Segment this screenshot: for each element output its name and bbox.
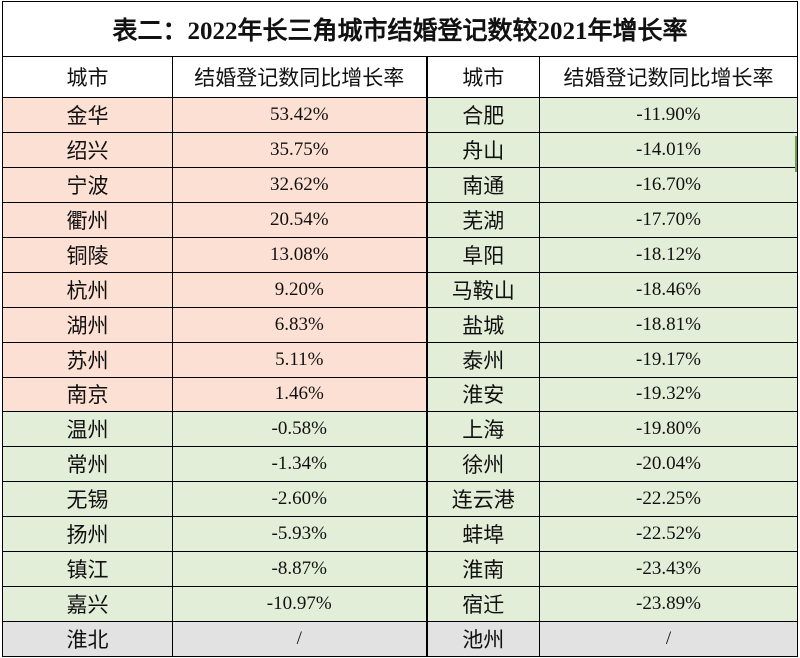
- rate-cell-left: -5.93%: [172, 516, 427, 553]
- rate-cell-left: 20.54%: [172, 201, 427, 238]
- city-cell-right: 泰州: [425, 341, 540, 378]
- rate-cell-left: 6.83%: [172, 306, 427, 343]
- city-cell-left: 苏州: [2, 341, 173, 378]
- rate-cell-left: 53.42%: [172, 97, 427, 133]
- rate-cell-right: -20.04%: [538, 446, 799, 483]
- rate-cell-right: -14.01%: [538, 131, 799, 168]
- rate-cell-right: -11.90%: [538, 97, 799, 133]
- rate-cell-right: -23.89%: [538, 586, 799, 623]
- rate-cell-left: /: [172, 621, 427, 657]
- city-cell-left: 金华: [2, 97, 173, 133]
- city-cell-right: 合肥: [425, 97, 540, 133]
- table-row: 杭州 9.20% 马鞍山 -18.46%: [2, 271, 799, 308]
- table-row: 铜陵 13.08% 阜阳 -18.12%: [2, 236, 799, 273]
- city-cell-left: 衢州: [2, 201, 173, 238]
- table-row: 淮北 / 池州 /: [2, 621, 799, 657]
- rate-cell-left: 5.11%: [172, 341, 427, 378]
- city-cell-left: 淮北: [2, 621, 173, 657]
- city-cell-right: 蚌埠: [425, 516, 540, 553]
- selection-edge-marker: [795, 136, 797, 172]
- city-cell-left: 镇江: [2, 551, 173, 588]
- city-cell-right: 舟山: [425, 131, 540, 168]
- header-row: 城市 结婚登记数同比增长率 城市 结婚登记数同比增长率: [2, 56, 799, 98]
- city-cell-left: 杭州: [2, 271, 173, 308]
- table-row: 南京 1.46% 淮安 -19.32%: [2, 376, 799, 413]
- city-cell-left: 绍兴: [2, 131, 173, 168]
- city-cell-left: 无锡: [2, 481, 173, 518]
- rate-cell-left: 32.62%: [172, 166, 427, 203]
- table-row: 扬州 -5.93% 蚌埠 -22.52%: [2, 516, 799, 553]
- rate-cell-left: 9.20%: [172, 271, 427, 308]
- city-cell-left: 温州: [2, 411, 173, 448]
- city-cell-left: 嘉兴: [2, 586, 173, 623]
- rate-cell-left: -10.97%: [172, 586, 427, 623]
- city-cell-left: 南京: [2, 376, 173, 413]
- table-row: 宁波 32.62% 南通 -16.70%: [2, 166, 799, 203]
- table-body: 金华 53.42% 合肥 -11.90% 绍兴 35.75% 舟山 -14.01% 宁波 32.6…: [2, 97, 799, 657]
- city-cell-left: 湖州: [2, 306, 173, 343]
- table-title: 表二：2022年长三角城市结婚登记数较2021年增长率: [1, 1, 799, 57]
- rate-cell-left: 35.75%: [172, 131, 427, 168]
- rate-cell-left: -1.34%: [172, 446, 427, 483]
- table-row: 温州 -0.58% 上海 -19.80%: [2, 411, 799, 448]
- rate-cell-left: -0.58%: [172, 411, 427, 448]
- table-row: 常州 -1.34% 徐州 -20.04%: [2, 446, 799, 483]
- city-cell-right: 徐州: [425, 446, 540, 483]
- table-row: 镇江 -8.87% 淮南 -23.43%: [2, 551, 799, 588]
- rate-cell-left: -8.87%: [172, 551, 427, 588]
- table-row: 金华 53.42% 合肥 -11.90%: [2, 97, 799, 133]
- city-cell-right: 芜湖: [425, 201, 540, 238]
- rate-cell-right: -18.46%: [538, 271, 799, 308]
- rate-cell-right: -16.70%: [538, 166, 799, 203]
- rate-cell-right: -23.43%: [538, 551, 799, 588]
- rate-cell-right: -18.81%: [538, 306, 799, 343]
- table-row: 湖州 6.83% 盐城 -18.81%: [2, 306, 799, 343]
- rate-cell-right: -19.32%: [538, 376, 799, 413]
- city-cell-right: 连云港: [425, 481, 540, 518]
- rate-cell-right: /: [538, 621, 799, 657]
- table-row: 无锡 -2.60% 连云港 -22.25%: [2, 481, 799, 518]
- city-cell-right: 盐城: [425, 306, 540, 343]
- city-cell-left: 扬州: [2, 516, 173, 553]
- table-row: 嘉兴 -10.97% 宿迁 -23.89%: [2, 586, 799, 623]
- city-cell-right: 宿迁: [425, 586, 540, 623]
- table-row: 苏州 5.11% 泰州 -19.17%: [2, 341, 799, 378]
- city-cell-right: 淮南: [425, 551, 540, 588]
- rate-cell-left: 13.08%: [172, 236, 427, 273]
- rate-cell-right: -22.25%: [538, 481, 799, 518]
- title-row: 表二：2022年长三角城市结婚登记数较2021年增长率: [1, 1, 799, 57]
- city-cell-right: 马鞍山: [425, 271, 540, 308]
- city-cell-right: 池州: [425, 621, 540, 657]
- rate-cell-right: -19.80%: [538, 411, 799, 448]
- rate-cell-left: 1.46%: [172, 376, 427, 413]
- rate-cell-right: -17.70%: [538, 201, 799, 238]
- city-cell-right: 淮安: [425, 376, 540, 413]
- header-city-left: 城市: [2, 56, 173, 98]
- rate-cell-left: -2.60%: [172, 481, 427, 518]
- city-cell-left: 铜陵: [2, 236, 173, 273]
- rate-cell-right: -22.52%: [538, 516, 799, 553]
- city-cell-left: 宁波: [2, 166, 173, 203]
- table-row: 衢州 20.54% 芜湖 -17.70%: [2, 201, 799, 238]
- rate-cell-right: -18.12%: [538, 236, 799, 273]
- rate-cell-right: -19.17%: [538, 341, 799, 378]
- city-cell-right: 阜阳: [425, 236, 540, 273]
- table-row: 绍兴 35.75% 舟山 -14.01%: [2, 131, 799, 168]
- city-cell-right: 上海: [425, 411, 540, 448]
- city-cell-right: 南通: [425, 166, 540, 203]
- header-rate-right: 结婚登记数同比增长率: [538, 56, 799, 98]
- header-city-right: 城市: [425, 56, 540, 98]
- city-cell-left: 常州: [2, 446, 173, 483]
- header-rate-left: 结婚登记数同比增长率: [172, 56, 427, 98]
